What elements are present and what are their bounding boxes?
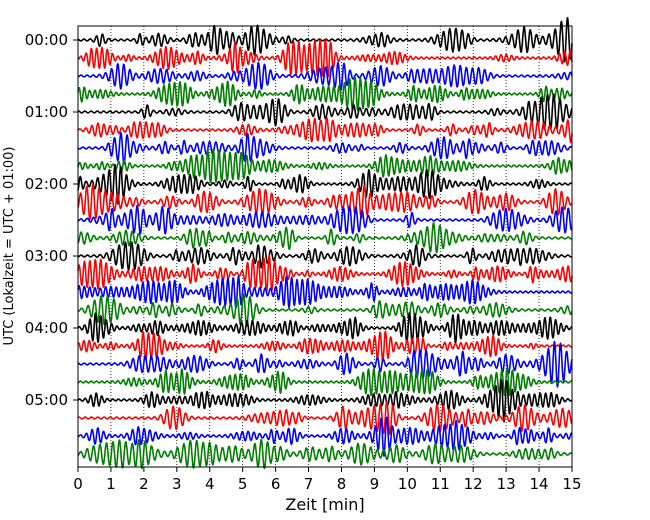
y-axis-ticks: 00:00 01:00 02:00 03:00 04:00 05:00: [25, 31, 78, 409]
y-tick-label: 04:00: [25, 319, 68, 337]
x-axis-ticks: 0 1 2 3 4 5 6 7 8 9 10 11 12 13 14 15: [73, 467, 582, 493]
x-tick-label: 14: [530, 475, 549, 493]
y-tick-label: 03:00: [25, 247, 68, 265]
y-tick-label: 01:00: [25, 103, 68, 121]
trace-line: [77, 367, 573, 397]
x-tick-label: 13: [497, 475, 516, 493]
x-tick-label: 6: [271, 475, 281, 493]
trace-line: [77, 38, 573, 78]
x-tick-label: 15: [562, 475, 581, 493]
plot-frame: [77, 25, 573, 468]
x-tick-label: 5: [238, 475, 248, 493]
trace-line: [77, 400, 573, 435]
trace-line: [77, 255, 573, 293]
x-tick-label: 3: [172, 475, 182, 493]
trace-line: [77, 132, 573, 165]
trace-line: [77, 148, 573, 184]
trace-line: [77, 378, 573, 423]
trace-line: [77, 61, 573, 91]
trace-line: [77, 293, 573, 327]
x-tick-label: 4: [205, 475, 215, 493]
x-tick-label: 11: [431, 475, 450, 493]
x-tick-label: 10: [398, 475, 417, 493]
trace-line: [77, 117, 573, 144]
y-tick-label: 05:00: [25, 391, 68, 409]
trace-line: [77, 76, 573, 112]
x-tick-label: 1: [106, 475, 116, 493]
trace-line: [77, 438, 573, 470]
x-tick-label: 8: [337, 475, 347, 493]
trace-line: [77, 275, 573, 309]
trace-line: [77, 222, 573, 254]
y-tick-label: 00:00: [25, 31, 68, 49]
x-tick-label: 2: [139, 475, 149, 493]
x-tick-label: 7: [304, 475, 314, 493]
x-axis-label: Zeit [min]: [285, 495, 364, 514]
trace-line: [77, 330, 573, 362]
y-tick-label: 02:00: [25, 175, 68, 193]
x-tick-label: 0: [73, 475, 83, 493]
trace-line: [77, 241, 573, 271]
trace-line: [77, 93, 573, 130]
trace-line: [77, 204, 573, 235]
x-tick-label: 12: [464, 475, 483, 493]
seismogram-traces: [77, 16, 573, 470]
x-tick-label: 9: [370, 475, 380, 493]
trace-line: [77, 163, 573, 205]
trace-line: [77, 312, 573, 344]
trace-line: [77, 416, 573, 457]
trace-line: [77, 340, 573, 388]
y-axis-label: UTC (Lokalzeit = UTC + 01:00): [2, 147, 17, 346]
trace-line: [77, 183, 573, 221]
